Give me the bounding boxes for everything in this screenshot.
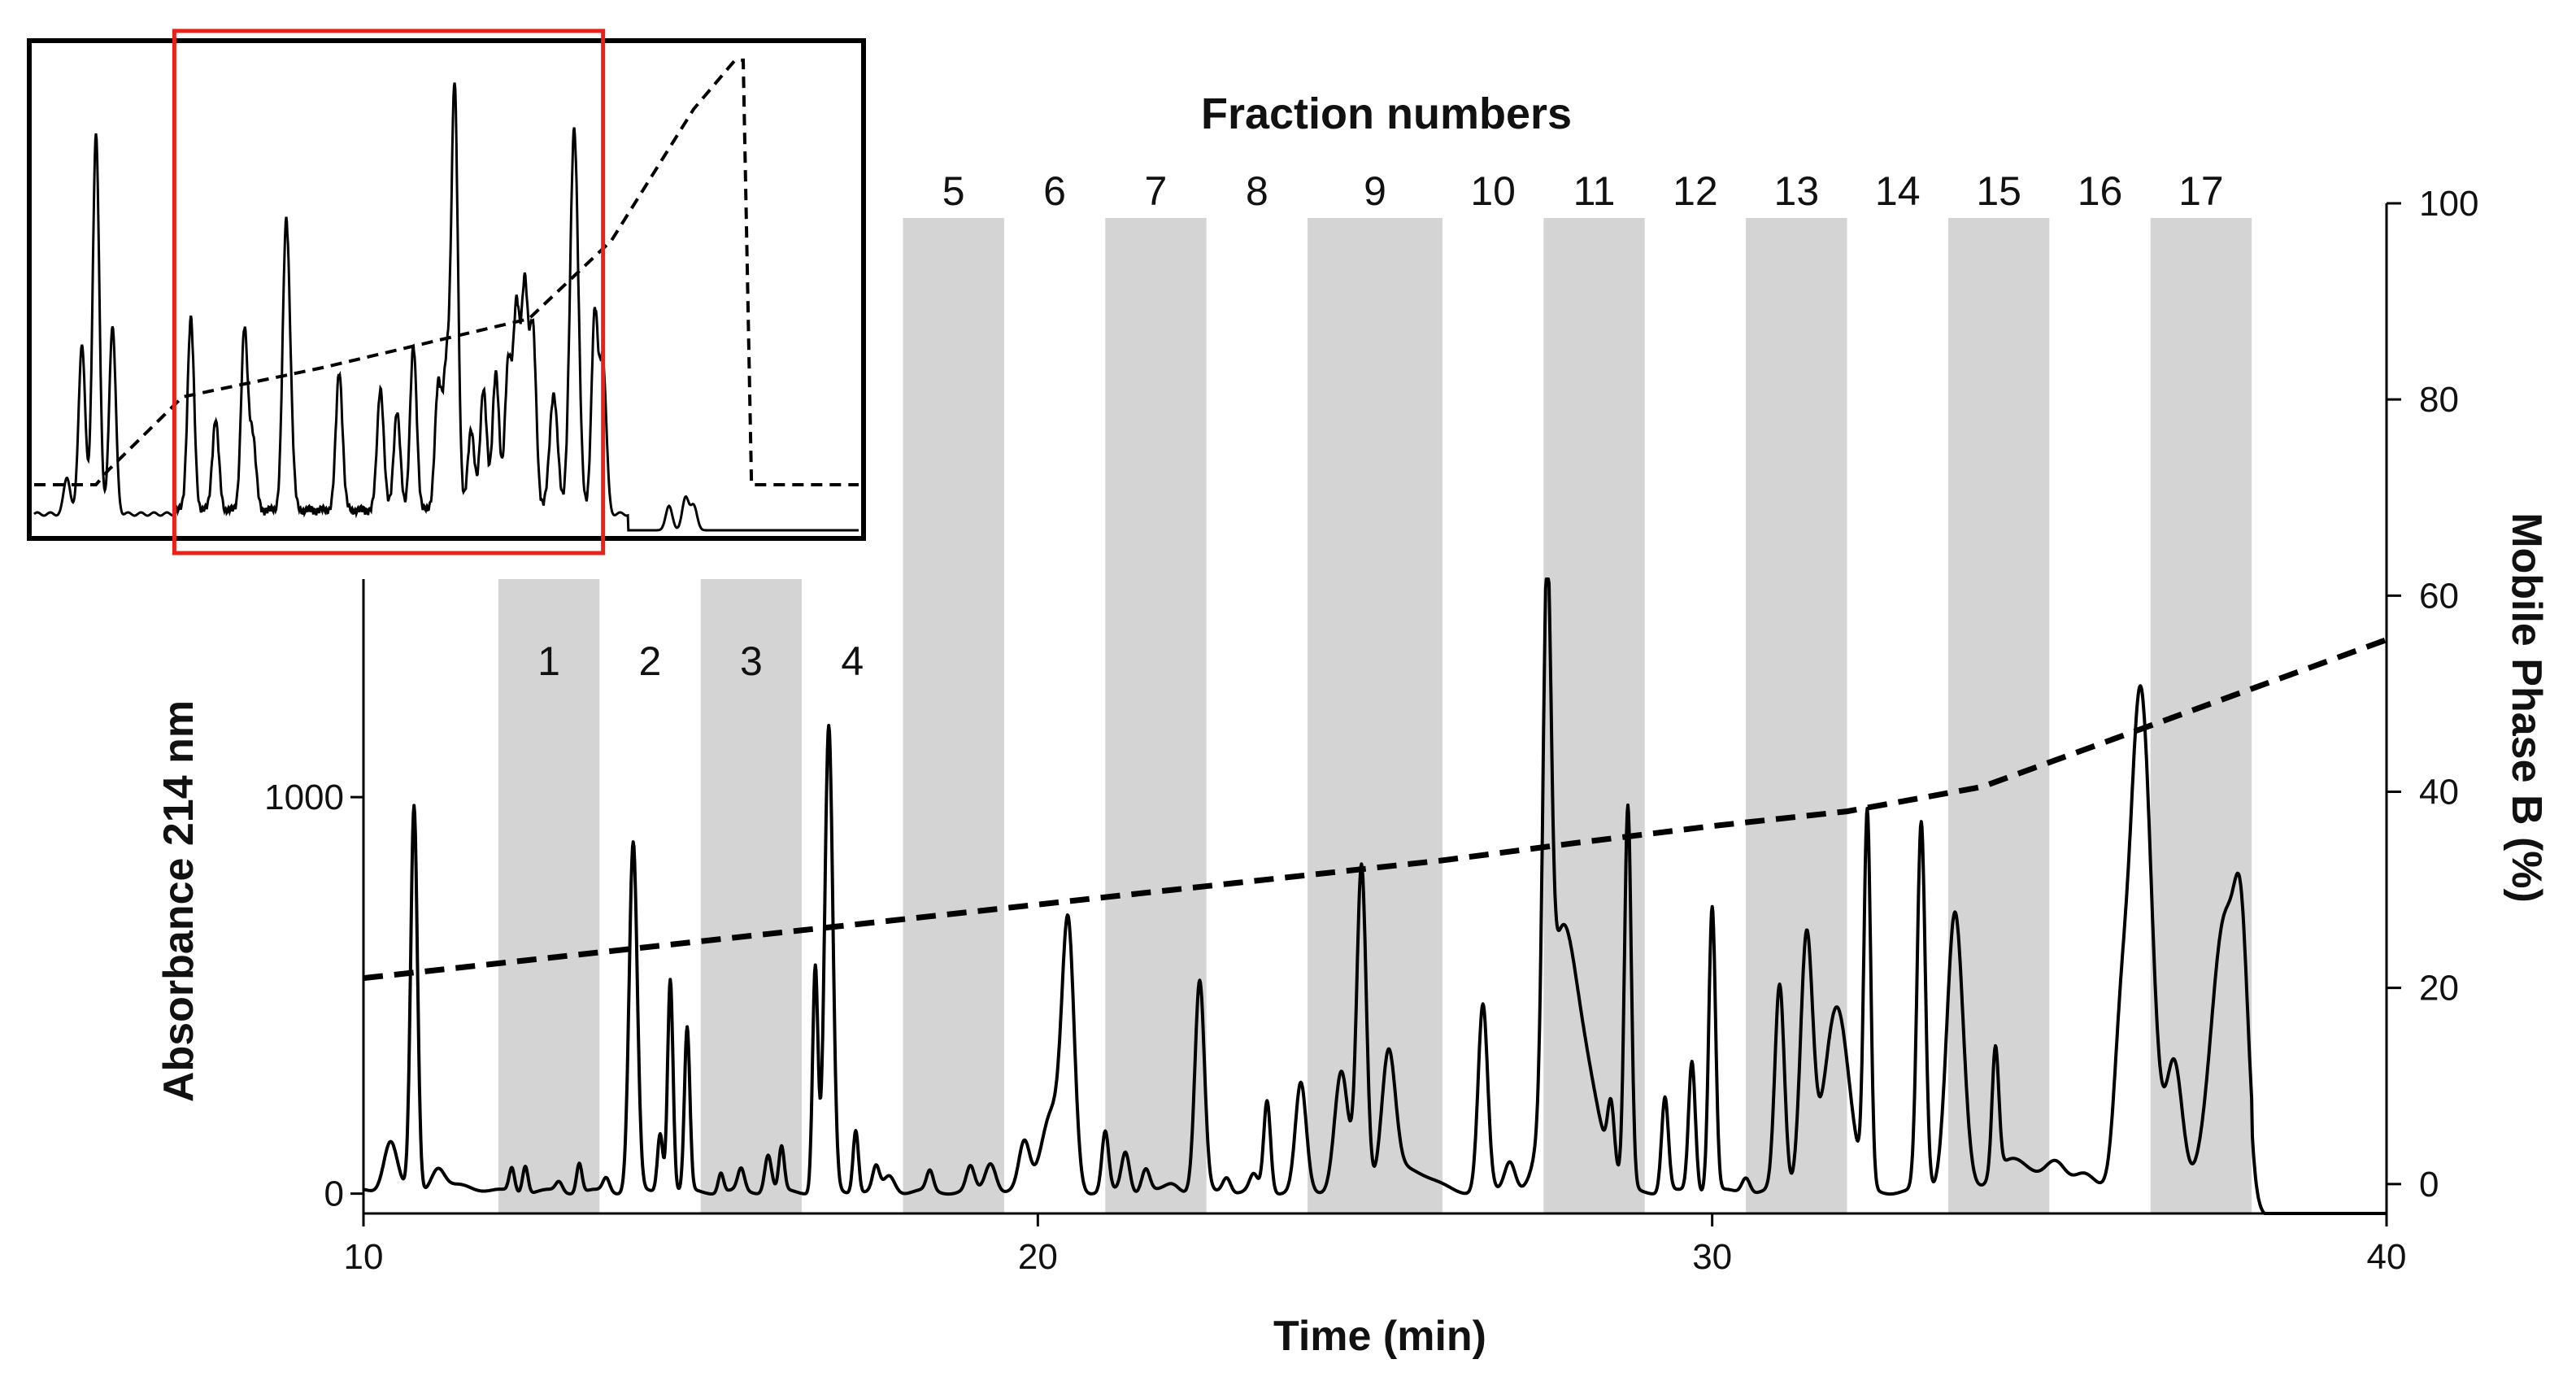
fraction-band-13 [1746, 218, 1847, 1213]
x-tick-label-40: 40 [2367, 1237, 2407, 1277]
fraction-label-17: 17 [2178, 168, 2224, 214]
x-tick-label-20: 20 [1018, 1237, 1058, 1277]
fraction-label-9: 9 [1364, 168, 1386, 214]
fraction-label-12: 12 [1673, 168, 1718, 214]
x-tick-label-10: 10 [344, 1237, 384, 1277]
fraction-band-3 [700, 579, 803, 1213]
fraction-label-11: 11 [1573, 168, 1616, 214]
x-tick-label-30: 30 [1692, 1237, 1732, 1277]
axes: 10 20 30 40 0 1000 0 20 40 60 80 100 [264, 184, 2478, 1277]
y2-axis-title: Mobile Phase B (%) [2503, 512, 2550, 903]
y2-tick-label-20: 20 [2419, 969, 2459, 1009]
fraction-label-16: 16 [2078, 168, 2123, 214]
chart-title: Fraction numbers [1201, 89, 1572, 138]
fraction-labels: 1 2 3 45 6 7 8 9 10 11 12 13 14 15 16 17 [537, 168, 2224, 684]
fraction-band-5 [903, 218, 1004, 1213]
fraction-band-9 [1308, 218, 1442, 1213]
y2-tick-label-60: 60 [2419, 576, 2459, 616]
fraction-label-2: 2 [639, 638, 662, 684]
y2-tick-label-80: 80 [2419, 380, 2459, 420]
inset-frame [27, 38, 866, 541]
fraction-band-17 [2150, 218, 2252, 1213]
fraction-label-14: 14 [1875, 168, 1921, 214]
inset-trace [33, 82, 859, 532]
fraction-band-1 [498, 579, 600, 1213]
fraction-label-4: 4 [841, 638, 864, 684]
fraction-label-6: 6 [1043, 168, 1066, 214]
mobile-phase-b-line [363, 637, 2388, 982]
y-tick-label-1000: 1000 [264, 778, 344, 817]
y-tick-label-0: 0 [324, 1174, 344, 1214]
overview-inset [27, 28, 866, 555]
absorbance-trace [362, 577, 2388, 1215]
y2-tick-label-40: 40 [2419, 772, 2459, 812]
inset-gradient [34, 59, 859, 486]
fraction-label-3: 3 [740, 638, 763, 684]
fraction-label-8: 8 [1246, 168, 1268, 214]
traces [362, 577, 2388, 1215]
fraction-band-7 [1105, 218, 1207, 1213]
fraction-label-7: 7 [1145, 168, 1168, 214]
fraction-label-10: 10 [1470, 168, 1516, 214]
y-axis-title: Absorbance 214 nm [155, 700, 202, 1102]
y2-tick-label-100: 100 [2419, 184, 2478, 224]
inset-zoom-box [172, 28, 606, 555]
fraction-label-13: 13 [1774, 168, 1820, 214]
y2-tick-label-0: 0 [2419, 1165, 2439, 1205]
x-axis-title: Time (min) [1273, 1313, 1486, 1360]
fraction-band-11 [1543, 218, 1645, 1213]
fraction-label-1: 1 [537, 638, 560, 684]
fraction-label-15: 15 [1976, 168, 2021, 214]
fraction-label-5: 5 [942, 168, 965, 214]
